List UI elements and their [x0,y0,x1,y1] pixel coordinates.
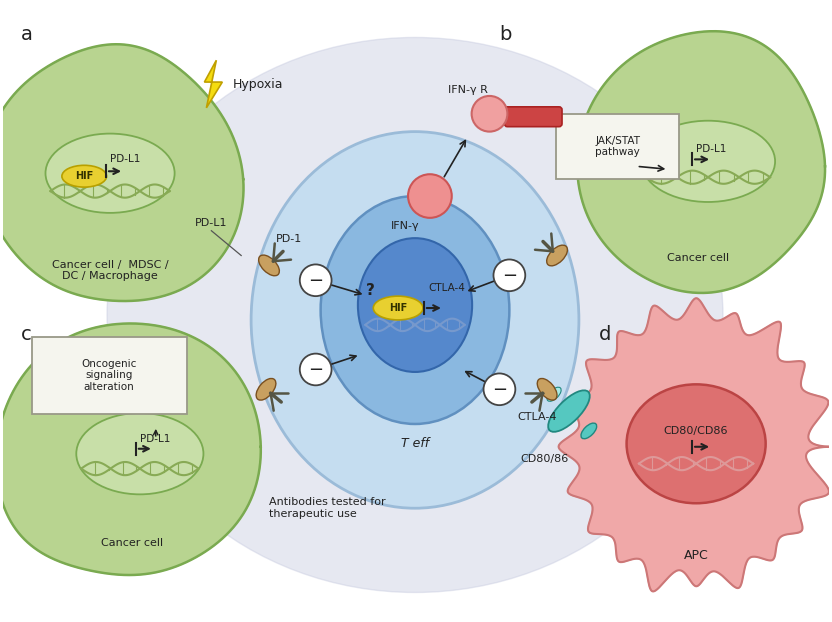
Text: CTLA-4: CTLA-4 [428,283,465,293]
Text: PD-L1: PD-L1 [196,218,228,228]
Text: b: b [499,25,512,44]
Text: a: a [21,25,32,44]
Circle shape [300,264,332,296]
Ellipse shape [256,378,276,400]
Text: CD80/CD86: CD80/CD86 [664,426,728,436]
Ellipse shape [547,245,567,266]
Text: PD-L1: PD-L1 [140,434,171,444]
Ellipse shape [547,388,561,401]
Ellipse shape [374,296,423,320]
Text: PD-1: PD-1 [275,234,302,244]
Text: APC: APC [684,549,709,562]
Text: −: − [492,381,507,399]
Ellipse shape [46,134,175,213]
Ellipse shape [626,384,765,503]
FancyBboxPatch shape [556,114,679,179]
Text: IFN-γ R: IFN-γ R [448,85,488,95]
Circle shape [472,96,508,132]
Text: Cancer cell: Cancer cell [667,254,729,264]
Polygon shape [577,31,825,293]
Text: −: − [308,361,324,379]
FancyBboxPatch shape [32,337,186,414]
Ellipse shape [641,121,775,202]
Ellipse shape [581,423,597,439]
Text: PD-L1: PD-L1 [696,144,726,154]
Text: ?: ? [366,282,374,298]
Ellipse shape [251,132,579,508]
Text: IFN-γ: IFN-γ [391,221,419,231]
Text: T eff: T eff [401,437,429,450]
Text: HIF: HIF [389,303,407,313]
FancyBboxPatch shape [504,107,562,127]
Ellipse shape [62,165,106,187]
Ellipse shape [358,238,472,372]
Text: HIF: HIF [75,171,93,181]
Ellipse shape [107,37,723,593]
Text: Cancer cell: Cancer cell [101,538,163,548]
Polygon shape [205,60,222,108]
Ellipse shape [320,196,509,424]
Text: CD80/86: CD80/86 [520,453,568,463]
Ellipse shape [548,391,590,432]
Circle shape [408,174,452,218]
Text: −: − [502,267,517,285]
Text: CTLA-4: CTLA-4 [518,412,557,422]
Text: Hypoxia: Hypoxia [233,78,284,91]
Polygon shape [558,299,830,592]
Polygon shape [0,44,244,301]
Text: Cancer cell /  MDSC /
DC / Macrophage: Cancer cell / MDSC / DC / Macrophage [52,259,168,281]
Circle shape [300,354,332,386]
Ellipse shape [77,413,204,494]
Text: Antibodies tested for
therapeutic use: Antibodies tested for therapeutic use [269,498,385,519]
Text: JAK/STAT
pathway: JAK/STAT pathway [595,136,640,157]
Text: Oncogenic
signaling
alteration: Oncogenic signaling alteration [82,359,136,392]
Circle shape [493,259,525,291]
Circle shape [483,373,515,405]
Text: c: c [21,325,32,344]
Text: −: − [308,272,324,290]
Text: PD-L1: PD-L1 [110,154,141,164]
Polygon shape [0,323,260,575]
Ellipse shape [537,378,557,400]
Ellipse shape [259,255,280,276]
Text: d: d [599,325,612,344]
